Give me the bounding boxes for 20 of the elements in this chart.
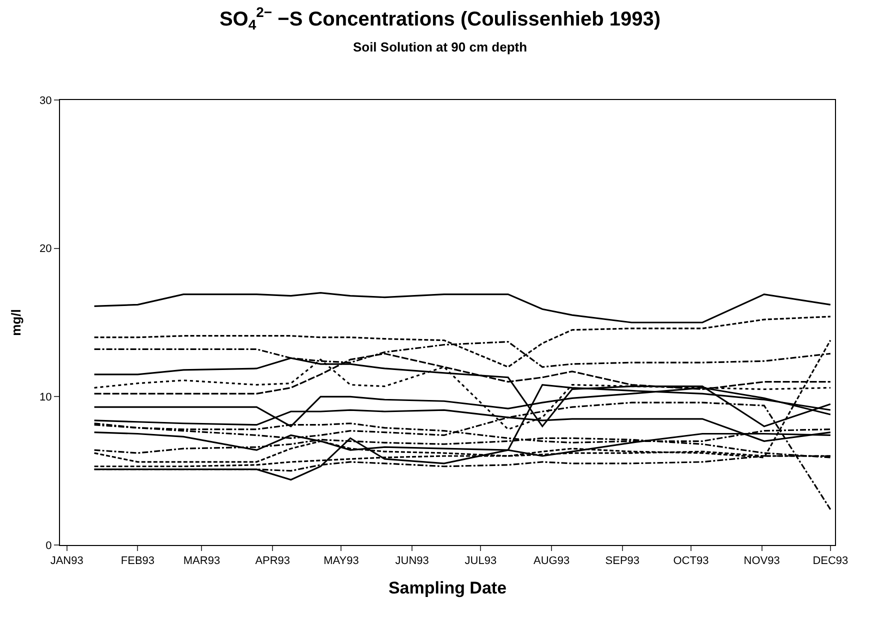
- x-axis-title: Sampling Date: [388, 578, 507, 598]
- x-tick-label: OCT93: [673, 555, 709, 568]
- x-tick-label: FEB93: [120, 555, 155, 568]
- x-tick-label: JUL93: [464, 555, 497, 568]
- x-tick-label: MAY93: [324, 555, 359, 568]
- y-tick-label: 20: [40, 243, 52, 256]
- x-tick-label: AUG93: [533, 555, 570, 568]
- y-tick-label: 30: [40, 94, 52, 107]
- x-tick-label: JUN93: [395, 555, 429, 568]
- chart-subtitle: Soil Solution at 90 cm depth: [352, 39, 528, 54]
- x-tick-label: SEP93: [605, 555, 640, 568]
- y-tick-label: 0: [46, 540, 52, 552]
- x-tick-label: MAR93: [183, 555, 220, 568]
- x-tick-label: DEC93: [812, 555, 848, 568]
- chart-title: SO$_{4}$$^{2−}$ −S Concentrations (Coulissenhieb 1993): [219, 4, 661, 33]
- x-tick-label: JAN93: [50, 555, 84, 568]
- y-axis-title: mg/l: [8, 309, 24, 336]
- x-tick-label: APR93: [255, 555, 290, 568]
- x-tick-label: NOV93: [744, 555, 780, 568]
- y-tick-label: 10: [40, 392, 52, 404]
